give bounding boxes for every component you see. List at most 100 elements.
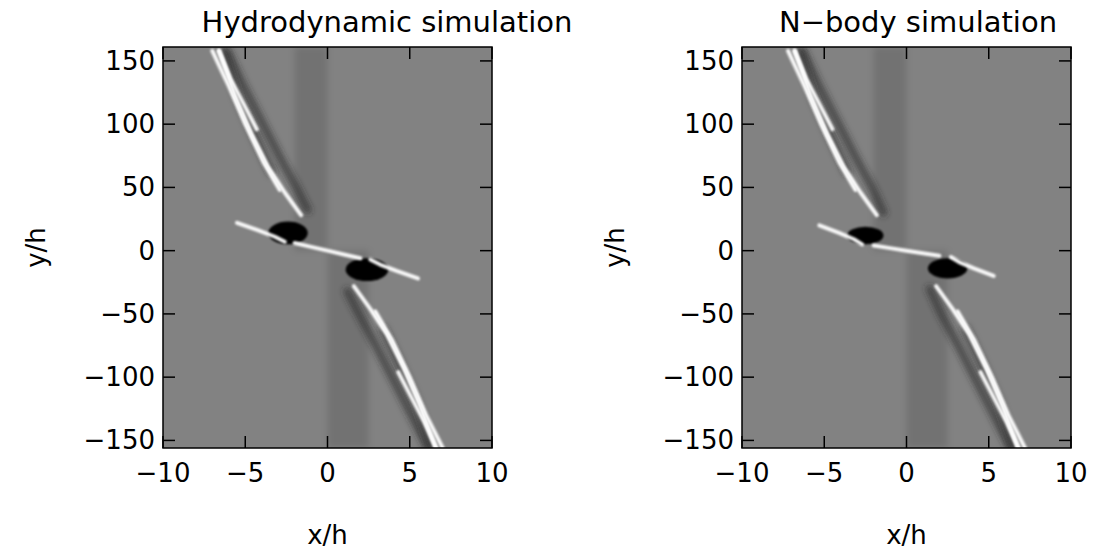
y-tick-label: −50 — [679, 299, 734, 329]
y-tick-label: 50 — [122, 172, 155, 202]
trough — [227, 51, 308, 210]
x-tick-label: 10 — [1054, 458, 1087, 488]
panel-title: Hydrodynamic simulation — [202, 5, 573, 39]
x-tick — [906, 436, 908, 448]
crest — [375, 311, 442, 448]
x-tick-label: 5 — [980, 458, 997, 488]
y-tick — [1059, 440, 1071, 442]
y-tick — [163, 250, 175, 252]
y-tick — [1059, 376, 1071, 378]
y-tick — [480, 250, 492, 252]
y-tick — [163, 376, 175, 378]
x-tick — [906, 47, 908, 59]
frame — [742, 47, 1071, 448]
y-tick — [742, 123, 754, 125]
x-tick-label: −5 — [226, 458, 264, 488]
y-tick — [480, 313, 492, 315]
trough — [803, 51, 884, 213]
x-tick — [741, 47, 743, 59]
crest — [936, 286, 1018, 448]
x-tick — [327, 436, 329, 448]
crest — [237, 223, 285, 242]
y-tick — [480, 440, 492, 442]
crest — [219, 51, 301, 215]
y-tick — [163, 440, 175, 442]
trough — [347, 291, 428, 448]
dark-band — [295, 47, 328, 251]
dark-band — [874, 47, 907, 251]
x-tick — [988, 436, 990, 448]
crest — [354, 286, 436, 448]
y-tick — [1059, 250, 1071, 252]
x-tick-label: 0 — [319, 458, 336, 488]
dark-band — [907, 251, 948, 448]
x-axis-title: x/h — [886, 520, 927, 550]
y-tick — [480, 376, 492, 378]
x-tick — [741, 436, 743, 448]
y-tick — [480, 123, 492, 125]
trough — [930, 289, 1011, 448]
background — [742, 47, 1071, 448]
y-tick — [163, 60, 175, 62]
x-tick-label: −5 — [805, 458, 843, 488]
plot-area — [163, 47, 492, 448]
crest — [370, 260, 418, 279]
crest — [212, 51, 279, 190]
x-tick-label: 0 — [898, 458, 915, 488]
x-tick — [1070, 436, 1072, 448]
x-tick — [409, 436, 411, 448]
y-tick — [1059, 123, 1071, 125]
crest — [398, 372, 436, 448]
crest — [219, 51, 257, 129]
x-tick — [824, 47, 826, 59]
y-tick-label: 100 — [684, 109, 734, 139]
plot-area — [742, 47, 1071, 448]
x-tick — [245, 47, 247, 59]
y-tick-label: −150 — [663, 425, 734, 455]
crest — [795, 51, 877, 215]
y-tick — [163, 313, 175, 315]
y-tick — [163, 123, 175, 125]
x-tick-label: 10 — [475, 458, 508, 488]
x-tick — [245, 436, 247, 448]
density-blob — [847, 227, 883, 245]
density-blob — [268, 222, 307, 245]
density-blob — [346, 258, 389, 281]
crest — [795, 51, 833, 129]
x-axis-title: x/h — [307, 520, 348, 550]
y-tick — [742, 60, 754, 62]
x-tick — [1070, 47, 1072, 59]
y-tick-label: 0 — [138, 236, 155, 266]
y-axis-title: y/h — [21, 227, 51, 268]
background — [163, 47, 492, 448]
x-tick — [988, 47, 990, 59]
crest — [874, 246, 940, 256]
x-tick-label: −10 — [136, 458, 191, 488]
y-tick — [742, 440, 754, 442]
y-tick — [742, 313, 754, 315]
x-tick — [491, 47, 493, 59]
crest — [951, 257, 994, 276]
y-tick-label: −100 — [663, 362, 734, 392]
x-tick — [162, 436, 164, 448]
y-tick-label: 150 — [105, 46, 155, 76]
panel-title: N−body simulation — [779, 5, 1057, 39]
x-tick — [162, 47, 164, 59]
y-tick — [480, 187, 492, 189]
y-tick — [742, 250, 754, 252]
x-tick — [491, 436, 493, 448]
y-axis-title: y/h — [600, 227, 630, 268]
y-tick-label: 100 — [105, 109, 155, 139]
y-tick — [742, 187, 754, 189]
y-tick — [1059, 313, 1071, 315]
x-tick-label: 5 — [401, 458, 418, 488]
y-tick-label: 150 — [684, 46, 734, 76]
crest — [819, 225, 862, 244]
y-tick — [1059, 60, 1071, 62]
y-tick-label: 50 — [701, 172, 734, 202]
y-tick-label: −150 — [84, 425, 155, 455]
x-tick-label: −10 — [715, 458, 770, 488]
y-tick-label: −100 — [84, 362, 155, 392]
y-tick — [163, 187, 175, 189]
crest — [958, 311, 1025, 448]
